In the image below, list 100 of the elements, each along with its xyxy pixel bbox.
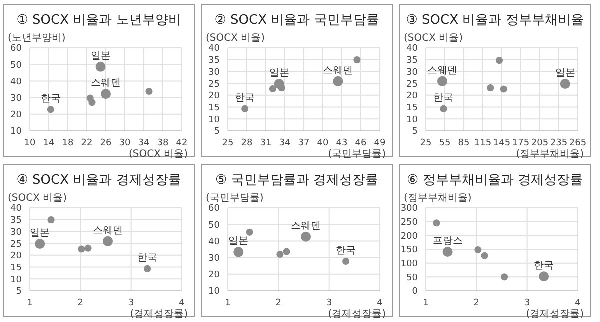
y-tick-label: 200	[400, 232, 418, 242]
y-tick-label: 20	[208, 270, 220, 281]
x-tick-label: 1	[27, 298, 33, 308]
y-tick-label: 50	[10, 60, 22, 71]
y-tick-label: 10	[406, 115, 418, 126]
annotation: 일본	[269, 68, 290, 80]
y-tick-label: 15	[10, 263, 22, 274]
y-tick-label: 25	[208, 80, 220, 90]
y-tick-label: 15	[406, 103, 418, 114]
y-tick-label: 40	[10, 77, 22, 88]
y-tick-label: 5	[16, 287, 22, 298]
y-axis-title: (SOCX 비율)	[8, 192, 68, 204]
x-axis-title: (경제성장률)	[525, 308, 584, 320]
x-tick-label: 3	[524, 298, 530, 308]
x-tick-label: 235	[550, 138, 568, 148]
x-tick-label: 55	[439, 138, 451, 148]
y-tick-label: 10	[208, 115, 220, 126]
x-tick-label: 1	[423, 298, 429, 308]
chart-title: ⑤ 국민부담률과 경제성장률	[214, 172, 380, 190]
y-tick-label: 0	[412, 287, 418, 298]
y-tick-label: 50	[208, 220, 220, 231]
y-tick-label: 35	[10, 216, 22, 226]
x-axis-title: (국민부담률)	[327, 148, 386, 160]
annotation: 한국	[138, 252, 158, 264]
y-tick-label: 100	[400, 260, 418, 270]
y-tick-label: 10	[10, 127, 22, 138]
y-tick-label: 30	[208, 68, 220, 78]
y-tick-label: 150	[400, 246, 418, 256]
x-tick-label: 40	[317, 138, 329, 148]
annotation: 일본	[30, 228, 50, 240]
y-tick-label: 20	[406, 92, 418, 102]
y-tick-label: 40	[208, 237, 220, 248]
y-tick-label: 15	[208, 103, 220, 114]
x-tick-label: 3	[128, 298, 134, 308]
x-tick-label: 49	[374, 138, 386, 148]
y-tick-label: 5	[412, 127, 418, 138]
x-tick-label: 2	[474, 298, 480, 308]
annotation: 한국	[235, 92, 256, 104]
y-tick-label: 250	[400, 218, 418, 228]
annotation: 스웨덴	[93, 225, 124, 236]
chart-title: ④ SOCX 비율과 경제성장률	[16, 172, 182, 190]
y-tick-label: 40	[10, 204, 22, 214]
x-tick-label: 28	[241, 138, 253, 148]
x-tick-label: 42	[176, 138, 188, 148]
annotation: 한국	[534, 260, 554, 272]
x-tick-label: 4	[179, 298, 186, 308]
x-tick-label: 175	[512, 138, 530, 148]
x-axis-title: (SOCX 비율)	[128, 148, 188, 160]
x-tick-label: 85	[458, 138, 470, 148]
annotation: 일본	[555, 68, 576, 80]
x-tick-label: 37	[298, 138, 310, 148]
x-tick-label: 25	[420, 138, 432, 148]
annotation: 한국	[336, 245, 356, 256]
y-tick-label: 20	[10, 252, 22, 262]
annotation: 스웨덴	[291, 220, 322, 232]
x-tick-label: 115	[474, 138, 492, 148]
x-tick-label: 145	[493, 138, 511, 148]
chart-title: ③ SOCX 비율과 정부부채비율	[405, 12, 585, 30]
y-tick-label: 35	[406, 56, 418, 66]
annotation: 한국	[40, 94, 61, 105]
x-tick-label: 3	[326, 298, 332, 308]
x-axis-title: (경제성장률)	[327, 308, 386, 320]
y-tick-label: 40	[208, 44, 220, 54]
annotation: 스웨덴	[427, 65, 458, 76]
y-axis-title: (노년부양비)	[8, 32, 67, 44]
y-tick-label: 10	[208, 287, 220, 298]
x-tick-label: 10	[24, 138, 36, 148]
y-tick-label: 30	[10, 228, 22, 238]
y-tick-label: 60	[10, 44, 22, 54]
annotation: 스웨덴	[91, 78, 121, 90]
x-tick-label: 26	[100, 138, 112, 148]
y-tick-label: 30	[208, 254, 220, 264]
x-tick-label: 25	[222, 138, 234, 148]
x-tick-label: 34	[279, 138, 291, 148]
y-tick-label: 10	[10, 275, 22, 286]
y-axis-title: (SOCX 비율)	[206, 32, 266, 44]
x-tick-label: 46	[355, 138, 367, 148]
x-tick-label: 34	[138, 138, 150, 148]
x-tick-label: 2	[276, 298, 282, 308]
x-axis-title: (정부부채비율)	[515, 148, 584, 160]
y-tick-label: 25	[406, 80, 418, 90]
x-tick-label: 22	[81, 138, 93, 148]
y-tick-label: 50	[406, 273, 418, 284]
x-tick-label: 43	[336, 138, 348, 148]
y-tick-label: 30	[10, 94, 22, 104]
annotation: 일본	[228, 236, 249, 248]
x-tick-label: 1	[225, 298, 231, 308]
y-axis-title: (SOCX 비율)	[404, 32, 464, 44]
x-tick-label: 4	[575, 298, 582, 308]
y-axis-title: (국민부담률)	[206, 192, 265, 204]
annotation: 일본	[90, 50, 111, 62]
y-tick-label: 300	[400, 204, 418, 214]
annotation: 스웨덴	[323, 65, 354, 76]
x-tick-label: 4	[377, 298, 384, 308]
y-tick-label: 30	[406, 68, 418, 78]
y-tick-label: 5	[214, 127, 220, 138]
x-tick-label: 18	[62, 138, 74, 148]
chart-title: ① SOCX 비율과 노년부양비	[16, 12, 182, 30]
y-tick-label: 60	[208, 204, 220, 214]
y-tick-label: 35	[208, 56, 220, 66]
